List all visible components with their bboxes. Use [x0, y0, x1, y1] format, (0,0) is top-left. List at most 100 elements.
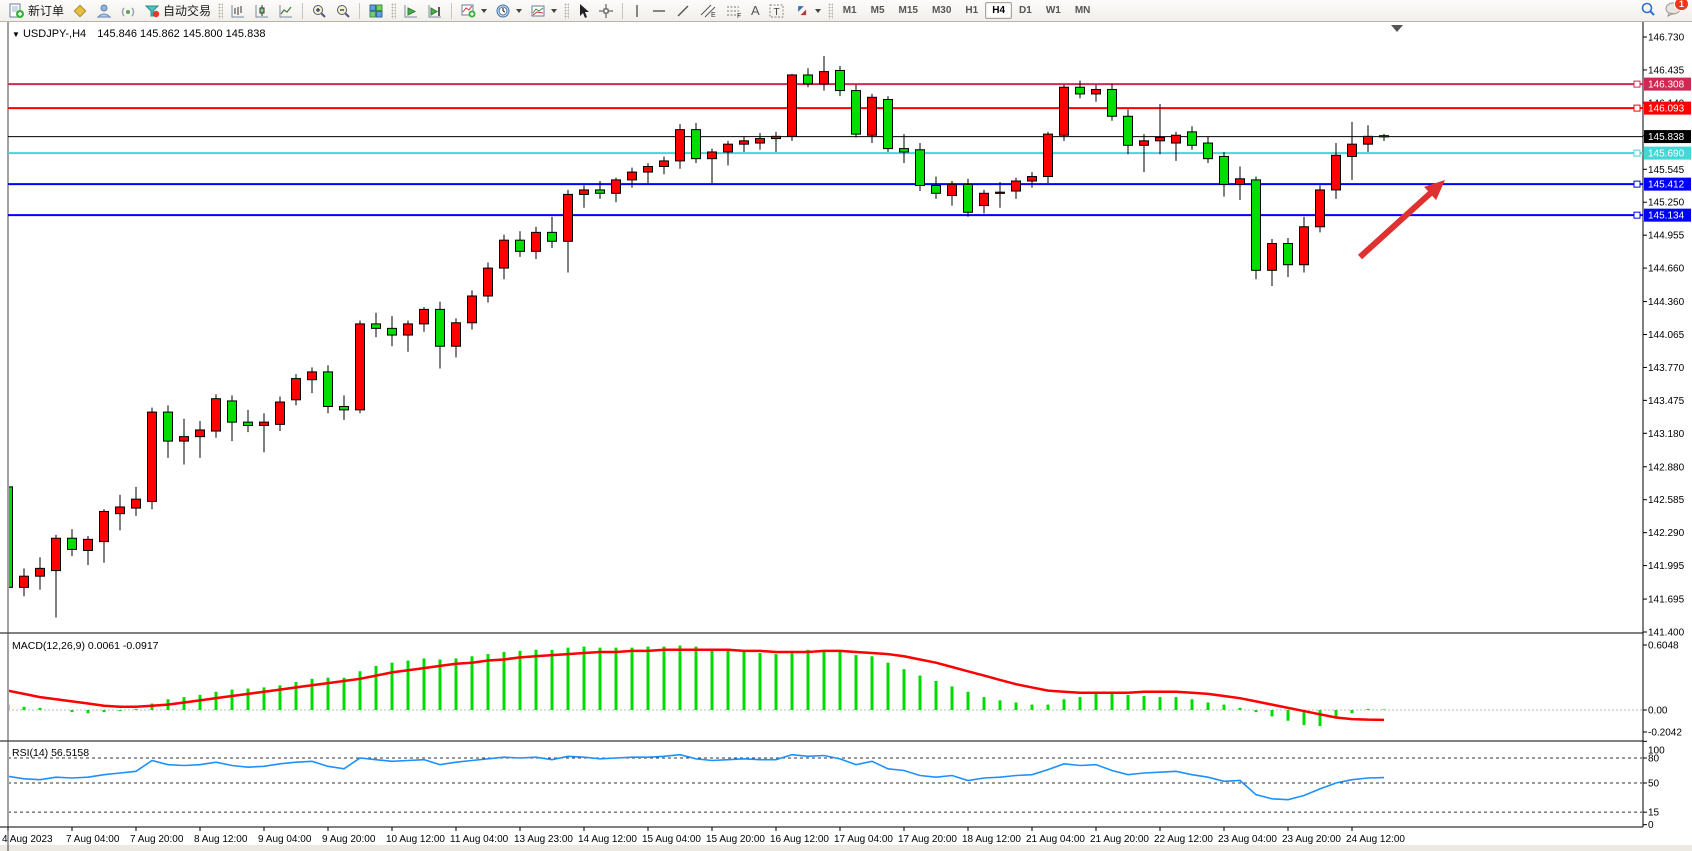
text-button[interactable]: A	[747, 0, 764, 21]
community-button[interactable]	[92, 0, 116, 21]
equidistant-channel-icon: E	[700, 4, 716, 19]
svg-text:7 Aug 20:00: 7 Aug 20:00	[130, 834, 184, 845]
zoom-in-button[interactable]	[307, 0, 331, 21]
market-button[interactable]	[68, 0, 92, 21]
svg-text:9 Aug 20:00: 9 Aug 20:00	[322, 834, 376, 845]
tile-windows-icon	[369, 4, 383, 17]
svg-text:0.6048: 0.6048	[1648, 640, 1679, 651]
signals-button[interactable]	[116, 0, 140, 21]
bar-chart-button[interactable]	[226, 0, 250, 21]
svg-text:8 Aug 12:00: 8 Aug 12:00	[194, 834, 248, 845]
horizontal-level-lines[interactable]: 146.308 146.093 145.690 145.412 145.134	[8, 77, 1691, 222]
time-axis[interactable]: 4 Aug 2023 7 Aug 04:00 7 Aug 20:00 8 Aug 12…	[2, 827, 1405, 845]
chart-shift-icon	[428, 4, 442, 17]
trendline-button[interactable]	[671, 0, 695, 21]
candlestick-series	[9, 55, 1389, 618]
timeframe-w1-button[interactable]: W1	[1045, 5, 1061, 16]
macd-axis: 0.6048 0.00 -0.2042	[1643, 640, 1682, 738]
tile-windows-button[interactable]	[364, 0, 388, 21]
chart-title[interactable]: ▼ USDJPY-,H4 145.846 145.862 145.800 145…	[12, 28, 265, 40]
svg-text:144.660: 144.660	[1648, 264, 1685, 275]
search-button[interactable]	[1640, 1, 1656, 20]
svg-text:7 Aug 04:00: 7 Aug 04:00	[66, 834, 120, 845]
svg-text:146.308: 146.308	[1648, 80, 1685, 91]
svg-text:144.065: 144.065	[1648, 330, 1685, 341]
svg-text:146.093: 146.093	[1648, 104, 1685, 115]
algo-trading-button[interactable]: 自动交易	[140, 0, 215, 21]
line-chart-icon	[279, 4, 293, 17]
equidistant-channel-button[interactable]: E	[695, 0, 721, 21]
chevron-down-icon	[516, 8, 523, 13]
chevron-down-icon	[551, 8, 558, 13]
horizontal-line-button[interactable]	[647, 0, 671, 21]
chart-window: 146.730146.435146.140145.845145.545145.2…	[0, 22, 1692, 851]
svg-text:144.955: 144.955	[1648, 231, 1685, 242]
svg-text:18 Aug 12:00: 18 Aug 12:00	[962, 834, 1021, 845]
timeframe-m30-button[interactable]: M30	[931, 5, 952, 16]
timeframe-m15-button[interactable]: M15	[898, 5, 918, 16]
macd-panel	[9, 645, 1642, 727]
svg-text:144.360: 144.360	[1648, 297, 1685, 308]
svg-text:0.00: 0.00	[1648, 706, 1668, 717]
timeframe-h1-button[interactable]: H1	[965, 5, 979, 16]
chevron-down-icon	[481, 8, 488, 13]
svg-text:23 Aug 04:00: 23 Aug 04:00	[1218, 834, 1277, 845]
templates-icon	[531, 5, 545, 16]
auto-scroll-icon	[404, 4, 418, 17]
toolbar-drag-handle	[218, 2, 224, 19]
fibonacci-button[interactable]: F	[721, 0, 747, 21]
search-icon	[1641, 2, 1655, 16]
market-icon	[73, 4, 87, 17]
vertical-line-button[interactable]	[627, 0, 647, 21]
templates-button[interactable]	[526, 0, 561, 21]
timeframe-m5-button[interactable]: M5	[870, 5, 885, 16]
svg-text:100: 100	[1648, 746, 1665, 757]
crosshair-icon	[599, 3, 614, 18]
svg-text:145.838: 145.838	[1648, 132, 1685, 143]
main-toolbar: 新订单 自动交易	[0, 0, 1692, 22]
chat-button[interactable]: 1	[1664, 0, 1689, 20]
cursor-icon	[580, 3, 590, 18]
cursor-button[interactable]	[572, 0, 594, 21]
svg-text:10 Aug 12:00: 10 Aug 12:00	[386, 834, 445, 845]
timeframe-m1-button[interactable]: M1	[842, 5, 857, 16]
svg-text:15: 15	[1648, 808, 1660, 819]
crosshair-button[interactable]	[594, 0, 618, 21]
new-order-button[interactable]: 新订单	[4, 0, 68, 21]
new-chart-button[interactable]	[456, 0, 491, 21]
fibonacci-icon: F	[727, 6, 741, 19]
new-order-label: 新订单	[28, 4, 65, 18]
text-tool-icon: A	[751, 3, 760, 18]
timeframe-mn-button[interactable]: MN	[1074, 5, 1091, 16]
svg-text:-0.2042: -0.2042	[1648, 727, 1682, 738]
candlestick-button[interactable]	[250, 0, 274, 21]
line-chart-button[interactable]	[274, 0, 298, 21]
zoom-out-button[interactable]	[331, 0, 355, 21]
clock-icon	[496, 4, 510, 17]
timeframe-h4-button[interactable]: H4	[985, 2, 1013, 19]
horizontal-line-icon	[653, 9, 666, 12]
chart-shift-marker[interactable]	[1391, 25, 1403, 32]
algo-trading-icon	[144, 5, 160, 17]
macd-indicator-label: MACD(12,26,9) 0.0061 -0.0917	[12, 640, 159, 652]
trend-arrow[interactable]	[1357, 180, 1445, 260]
rsi-indicator-label: RSI(14) 56.5158	[12, 747, 90, 759]
auto-scroll-button[interactable]	[399, 0, 423, 21]
periods-button[interactable]	[491, 0, 526, 21]
text-label-button[interactable]: T	[764, 0, 790, 21]
community-icon	[96, 4, 112, 17]
chart-dropdown-icon[interactable]: ▼	[12, 30, 20, 39]
svg-text:145.134: 145.134	[1648, 211, 1685, 222]
svg-text:142.290: 142.290	[1648, 528, 1685, 539]
svg-text:11 Aug 04:00: 11 Aug 04:00	[450, 834, 509, 845]
arrows-tool-button[interactable]	[790, 0, 825, 21]
timeframe-d1-button[interactable]: D1	[1019, 5, 1032, 16]
chart-shift-button[interactable]	[423, 0, 447, 21]
candlestick-icon	[255, 4, 269, 17]
svg-text:9 Aug 04:00: 9 Aug 04:00	[258, 834, 312, 845]
svg-text:T: T	[773, 7, 779, 18]
chart-ohlc-values: 145.846 145.862 145.800 145.838	[97, 28, 266, 40]
svg-text:14 Aug 12:00: 14 Aug 12:00	[578, 834, 637, 845]
price-chart-canvas[interactable]: 146.730146.435146.140145.845145.545145.2…	[0, 22, 1692, 851]
